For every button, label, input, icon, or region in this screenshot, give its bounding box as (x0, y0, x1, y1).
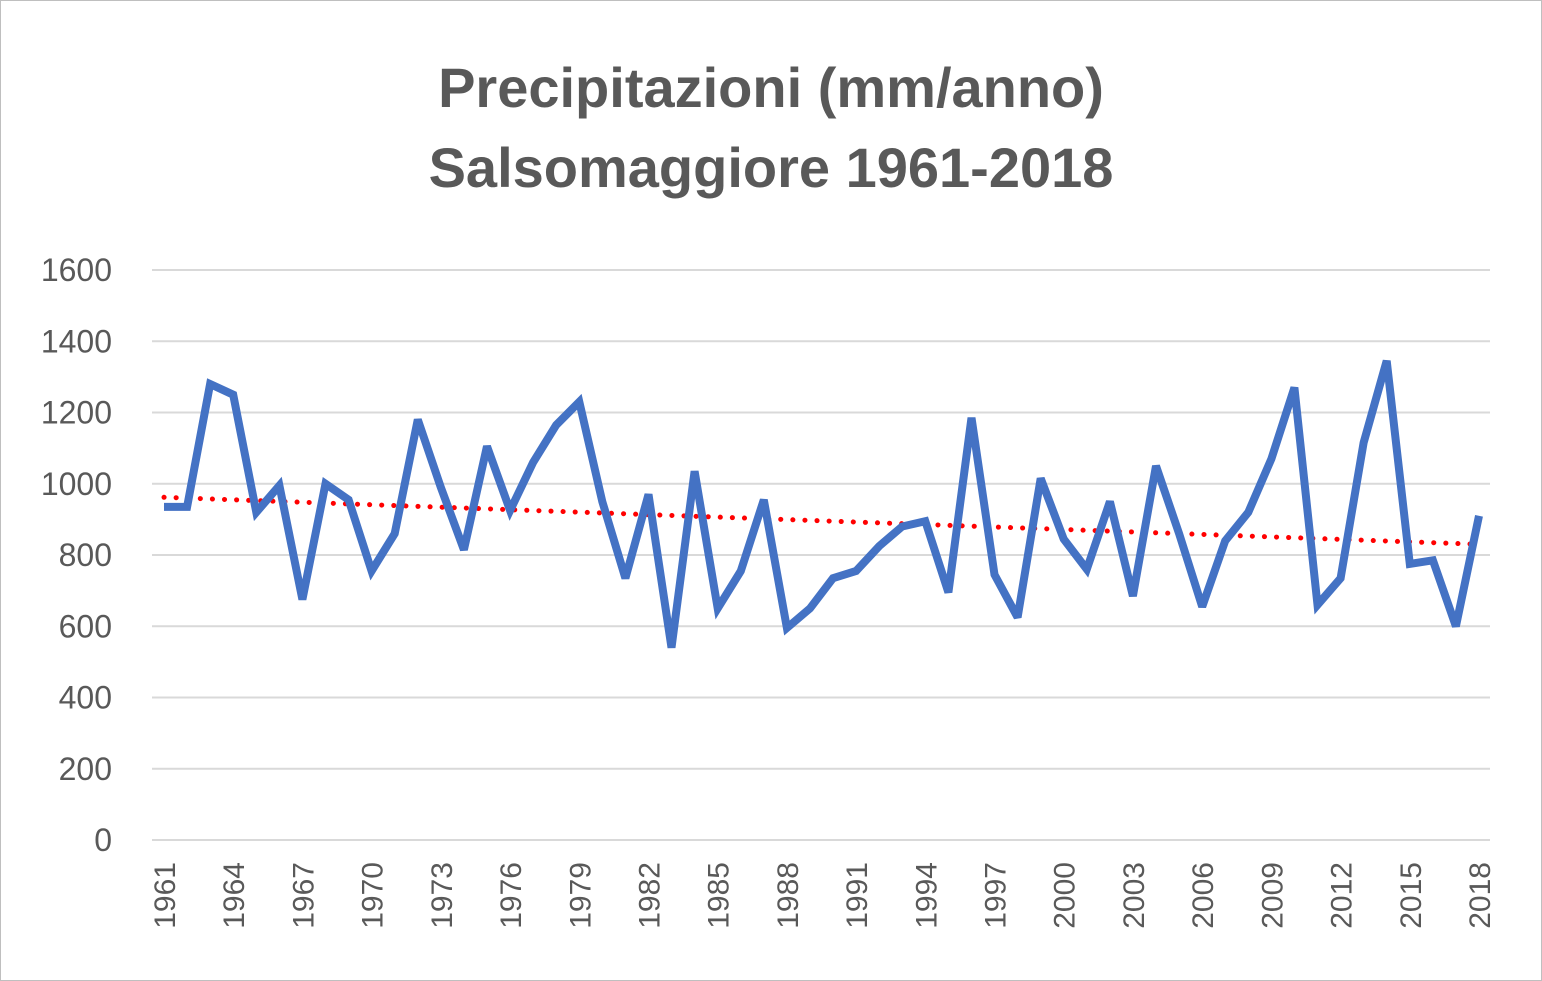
x-tick-label: 1976 (495, 862, 528, 929)
x-tick-label: 1979 (564, 862, 597, 929)
x-tick-label: 2015 (1395, 862, 1428, 929)
y-axis-ticks: 0 200 400 600 800 1000 1200 1400 1600 (41, 252, 112, 858)
x-axis-ticks: 1961 1964 1967 1970 1973 1976 1979 1982 1985 1988… (149, 862, 1497, 929)
gridlines (152, 269, 1490, 841)
x-tick-label: 1973 (426, 862, 459, 929)
y-tick-label: 0 (94, 822, 112, 858)
x-tick-label: 1988 (772, 862, 805, 929)
x-tick-label: 1997 (980, 862, 1013, 929)
series-line (164, 359, 1483, 649)
x-tick-label: 2009 (1256, 862, 1289, 929)
series-lines (163, 359, 1483, 649)
trendline-line (161, 494, 1482, 547)
y-tick-label: 600 (59, 608, 112, 644)
y-tick-label: 1600 (41, 252, 112, 288)
x-tick-label: 2000 (1049, 862, 1082, 929)
y-tick-label: 800 (59, 537, 112, 573)
x-tick-label: 2003 (1118, 862, 1151, 929)
y-tick-label: 1200 (41, 395, 112, 431)
x-tick-label: 1970 (357, 862, 390, 929)
x-tick-label: 2018 (1464, 862, 1497, 929)
x-tick-label: 1961 (149, 862, 182, 929)
chart-subtitle: Salsomaggiore 1961-2018 (428, 136, 1114, 199)
y-tick-label: 200 (59, 751, 112, 787)
trendline (161, 494, 1482, 547)
chart-title-block: Precipitazioni (mm/anno) Salsomaggiore 1… (0, 48, 1542, 208)
x-tick-label: 1964 (218, 862, 251, 929)
x-tick-label: 1985 (703, 862, 736, 929)
x-tick-label: 1991 (841, 862, 874, 929)
x-tick-label: 2006 (1187, 862, 1220, 929)
x-tick-label: 2012 (1326, 862, 1359, 929)
y-tick-label: 1400 (41, 323, 112, 359)
x-tick-label: 1994 (910, 862, 943, 929)
x-tick-label: 1982 (633, 862, 666, 929)
chart-title: Precipitazioni (mm/anno) (438, 56, 1104, 119)
y-tick-label: 400 (59, 680, 112, 716)
x-tick-label: 1967 (287, 862, 320, 929)
y-tick-label: 1000 (41, 466, 112, 502)
